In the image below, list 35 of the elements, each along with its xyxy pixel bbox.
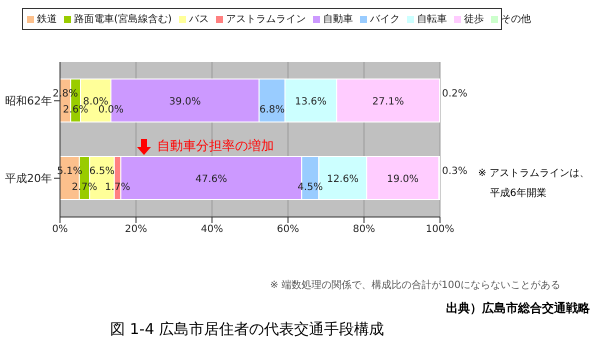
text: 1.7% [104, 182, 130, 194]
legend-label: 鉄道 [37, 12, 57, 26]
source-note: 出典）広島市総合交通戦略 [446, 300, 590, 317]
x-tick-label: 60% [276, 224, 300, 236]
text: 0.2% [442, 88, 468, 100]
legend-label: バイク [370, 13, 400, 26]
text: 平成6年開業 [490, 186, 546, 200]
legend-label: 自転車 [416, 12, 447, 26]
legend-label: バス [188, 13, 209, 26]
legend-label: その他 [500, 13, 531, 26]
x-tick-label: 80% [352, 224, 376, 236]
text: 0.3% [442, 166, 468, 178]
text: 39.0% [169, 96, 201, 108]
text: 12.6% [326, 174, 359, 186]
text: 47.6% [195, 174, 228, 186]
legend-label: アストラムライン [226, 13, 306, 26]
legend-label: 徒歩 [464, 12, 484, 26]
y-tick-label: 昭和62年 [5, 94, 52, 108]
legend-label: 路面電車(宮島線含む) [74, 12, 172, 26]
text: 19.0% [386, 174, 419, 186]
x-tick-label: 0% [52, 224, 68, 236]
y-tick-label: 平成20年 [5, 172, 52, 186]
legend-label: 自動車 [322, 12, 353, 26]
text: 27.1% [372, 96, 404, 108]
annotation: 自動車分担率の増加 [157, 138, 274, 155]
x-tick-label: 20% [124, 224, 148, 236]
x-tick-label: 40% [200, 224, 224, 236]
text: ※ 端数処理の関係で、構成比の合計が100にならないことがある [270, 278, 561, 292]
text: 4.5% [298, 182, 323, 194]
text: ※ アストラムラインは、 [478, 167, 590, 180]
text: 6.8% [259, 104, 285, 116]
text: 6.5% [89, 166, 115, 178]
x-tick-label: 100% [426, 224, 454, 236]
text: 13.6% [294, 96, 327, 108]
text: 図 1-4 広島市居住者の代表交通手段構成 [110, 320, 384, 339]
